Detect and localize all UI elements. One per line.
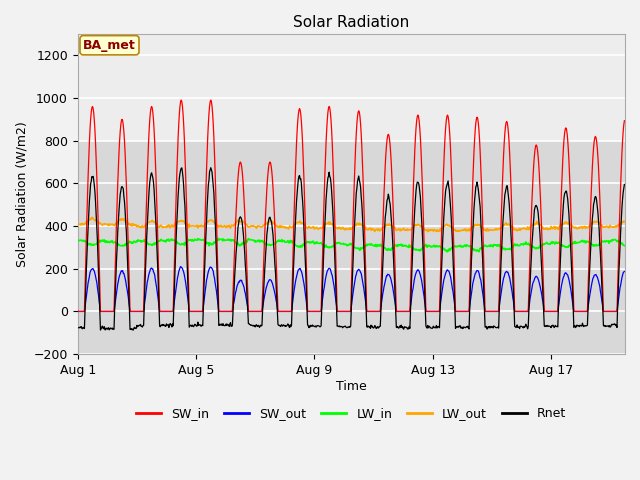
Legend: SW_in, SW_out, LW_in, LW_out, Rnet: SW_in, SW_out, LW_in, LW_out, Rnet	[131, 402, 572, 425]
Text: BA_met: BA_met	[83, 39, 136, 52]
Bar	[77, 34, 625, 141]
X-axis label: Time: Time	[336, 380, 367, 393]
Title: Solar Radiation: Solar Radiation	[293, 15, 410, 30]
Y-axis label: Solar Radiation (W/m2): Solar Radiation (W/m2)	[15, 121, 28, 267]
